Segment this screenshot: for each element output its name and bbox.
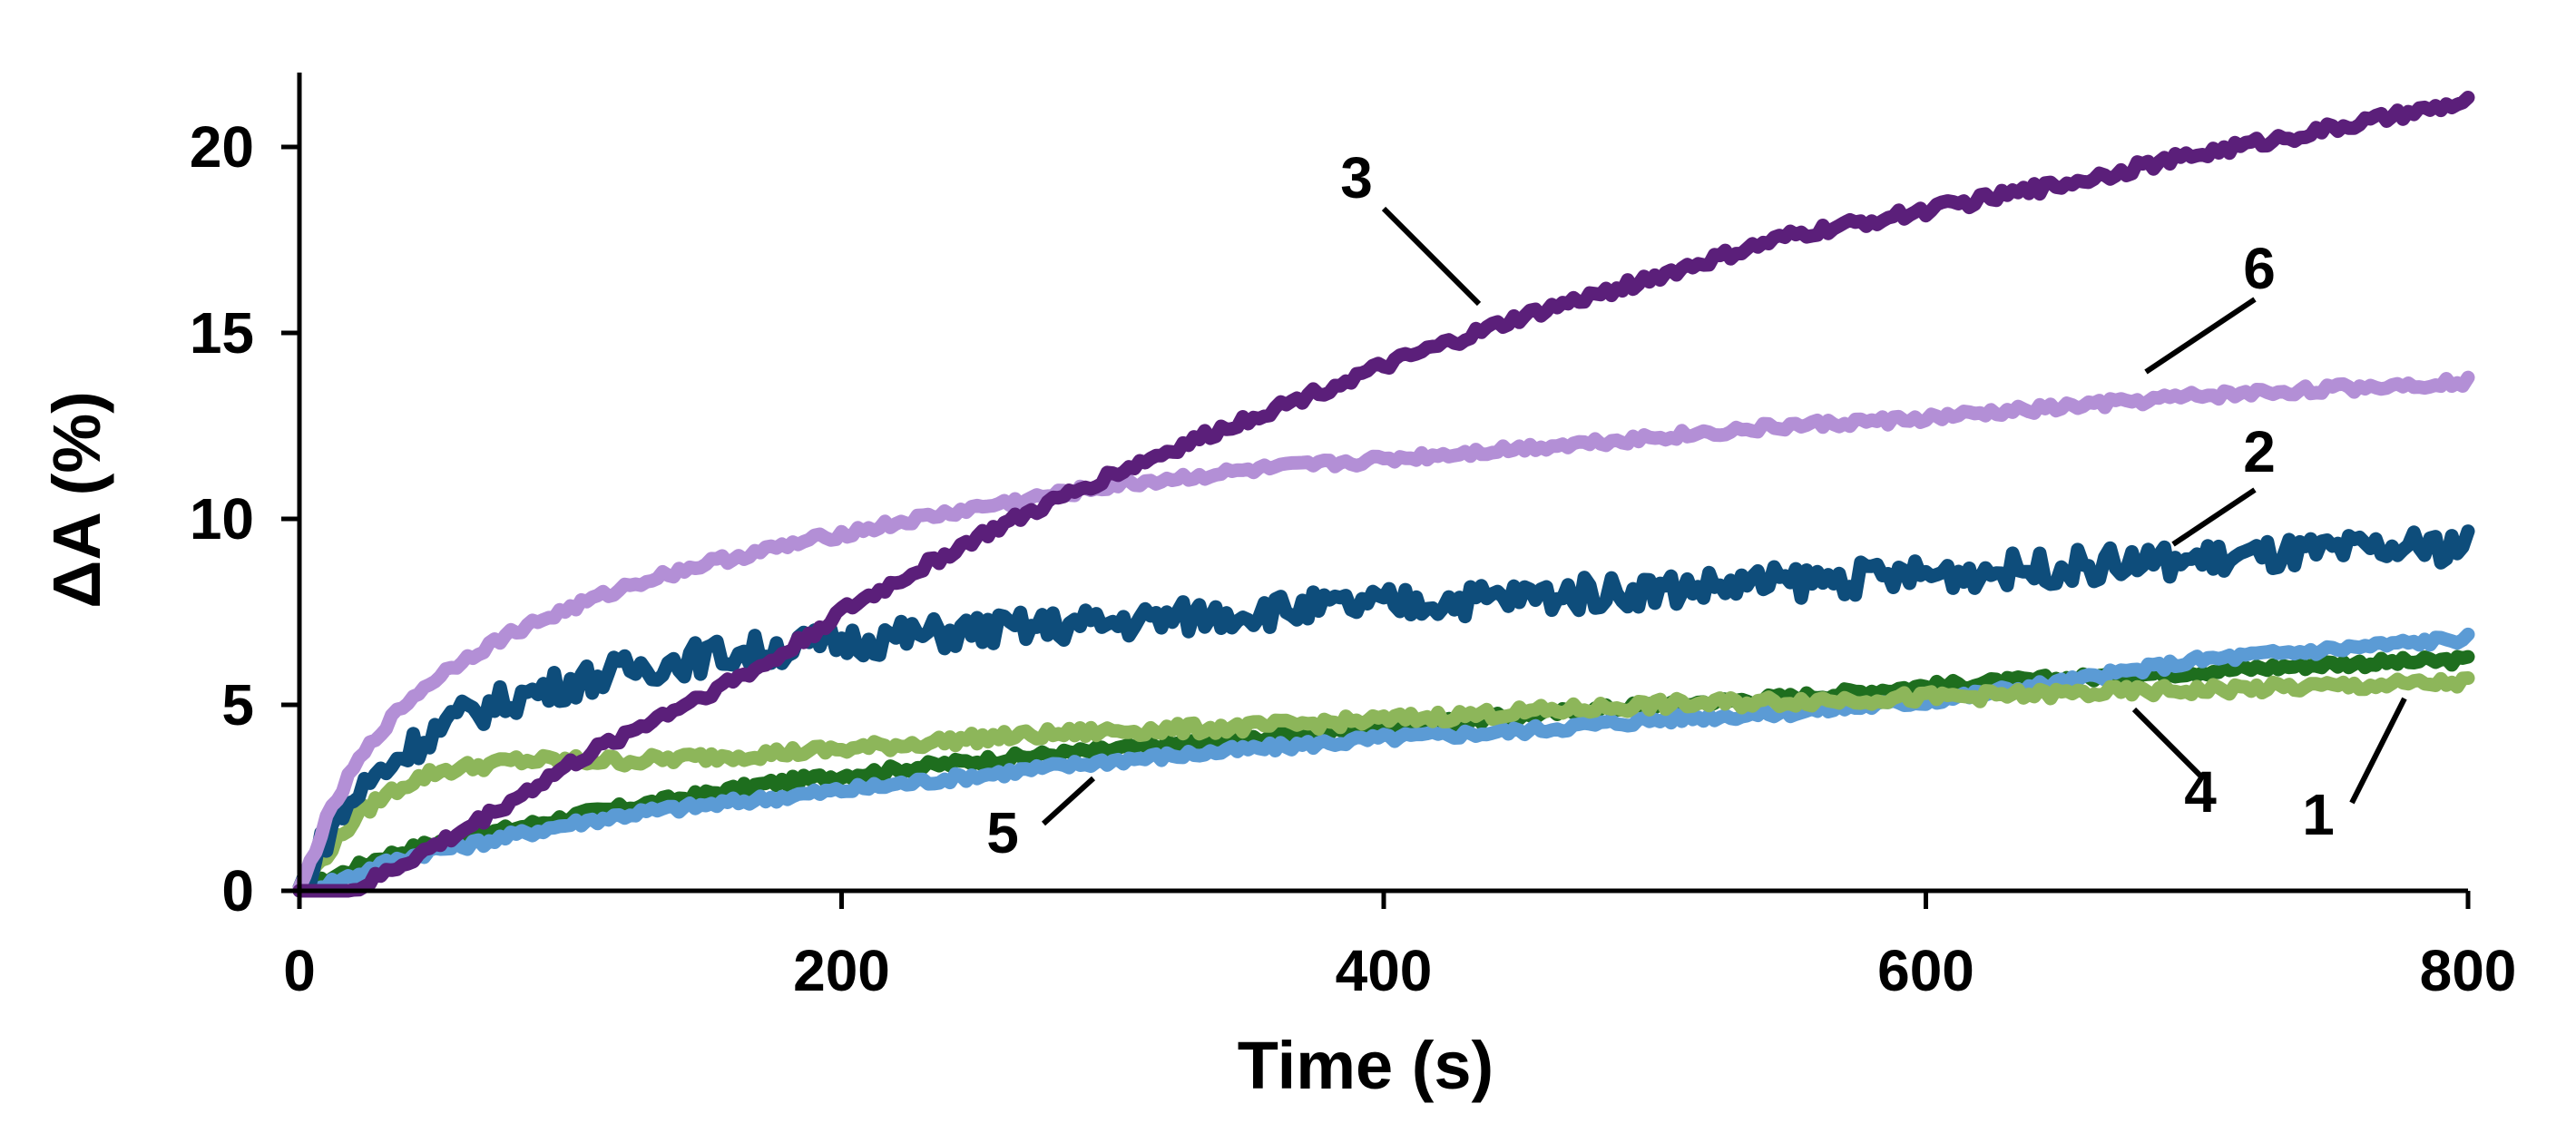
series-5-line — [292, 627, 2475, 898]
series-label-4-leader — [2131, 707, 2203, 778]
y-tick-label-20: 20 — [190, 114, 254, 180]
x-tick-label-400: 400 — [1336, 938, 1433, 1003]
series-3-line — [292, 91, 2475, 898]
annotation-layer: 1 2 3 4 5 6 — [986, 145, 2407, 865]
series-label-3: 3 — [1340, 145, 1373, 210]
series-layer — [292, 91, 2475, 898]
y-tick-label-10: 10 — [190, 486, 254, 552]
series-label-5-leader — [1041, 776, 1096, 826]
series-label-4: 4 — [2184, 759, 2217, 825]
series-label-2-leader — [2171, 487, 2257, 547]
x-axis-title: Time (s) — [1238, 1028, 1494, 1103]
series-label-1: 1 — [2302, 782, 2335, 847]
y-tick-label-0: 0 — [221, 858, 254, 923]
series-label-6: 6 — [2243, 236, 2276, 301]
series-label-5: 5 — [986, 800, 1019, 865]
series-label-2: 2 — [2243, 419, 2276, 484]
y-tick-label-5: 5 — [221, 672, 254, 737]
x-tick-label-600: 600 — [1877, 938, 1974, 1003]
x-tick-label-0: 0 — [283, 938, 316, 1003]
series-6-line — [292, 370, 2475, 895]
series-label-6-leader — [2144, 297, 2257, 375]
series-2-line — [292, 524, 2475, 894]
series-label-1-leader — [2349, 697, 2407, 805]
series-4-line — [292, 671, 2475, 898]
x-tick-label-200: 200 — [793, 938, 890, 1003]
y-axis-title: ΔA (%) — [39, 391, 114, 609]
y-tick-label-15: 15 — [190, 300, 254, 366]
x-tick-label-800: 800 — [2420, 938, 2517, 1003]
series-label-3-leader — [1381, 206, 1482, 307]
